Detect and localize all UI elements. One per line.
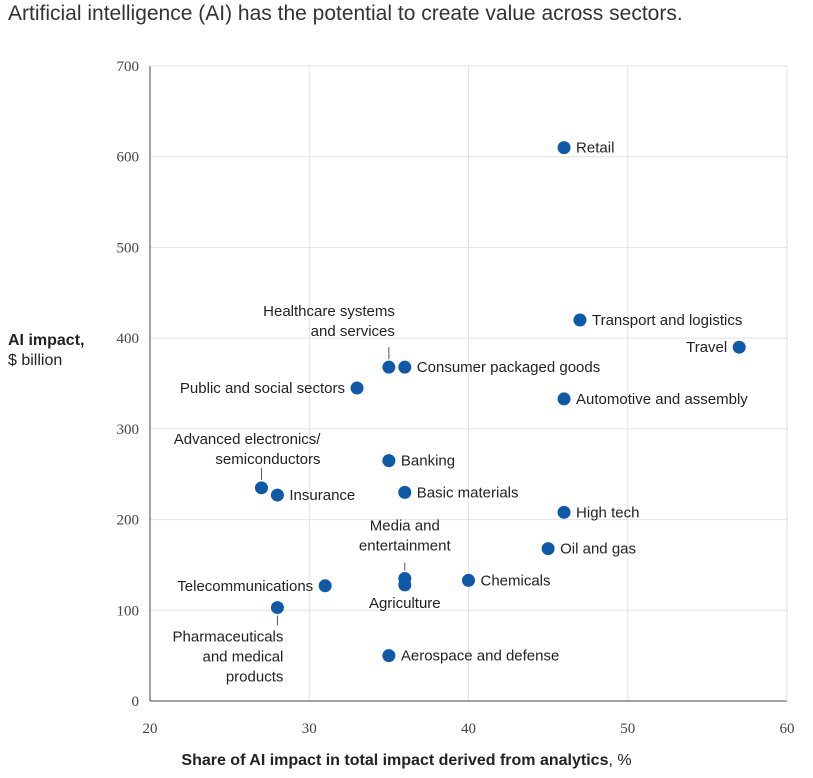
- y-axis-label: AI impact, $ billion: [8, 331, 84, 371]
- y-tick-label: 300: [117, 422, 140, 438]
- data-point: [398, 360, 412, 374]
- data-point: [557, 141, 571, 155]
- x-tick-label: 50: [620, 721, 635, 737]
- y-tick-label: 0: [132, 694, 140, 710]
- point-label: Public and social sectors: [180, 380, 345, 397]
- point-label: Basic materials: [417, 484, 519, 501]
- point-label: Advanced electronics/semiconductors: [174, 431, 322, 468]
- data-point: [254, 481, 268, 495]
- y-tick-label: 100: [117, 603, 140, 619]
- y-tick-label: 700: [117, 59, 140, 75]
- point-label: Automotive and assembly: [576, 391, 748, 408]
- data-point: [382, 454, 396, 468]
- point-label: Media and entertainment: [359, 518, 452, 555]
- data-point: [382, 649, 396, 663]
- data-point: [318, 579, 332, 593]
- y-tick-label: 200: [117, 513, 140, 529]
- point-label: Healthcare systems and services: [263, 303, 395, 340]
- data-point: [270, 601, 284, 615]
- data-point: [350, 381, 364, 395]
- gridlines: [150, 66, 787, 701]
- x-axis-label-title: Share of AI impact in total impact deriv…: [181, 752, 609, 769]
- y-tick-label: 400: [117, 331, 140, 347]
- x-tick-label: 40: [461, 721, 476, 737]
- point-label: Transport and logistics: [592, 312, 742, 329]
- point-label: Pharmaceuticals and medical products: [173, 629, 284, 686]
- data-point: [462, 573, 475, 587]
- point-label: Retail: [576, 140, 614, 157]
- data-point: [557, 392, 571, 406]
- y-axis-label-title: AI impact,: [8, 332, 85, 349]
- point-label: Insurance: [289, 487, 355, 504]
- data-point: [541, 542, 555, 556]
- point-label: Oil and gas: [560, 541, 636, 558]
- x-axis-label: Share of AI impact in total impact deriv…: [0, 752, 813, 770]
- data-point: [732, 340, 746, 354]
- point-label: Chemicals: [481, 572, 551, 589]
- point-label: Consumer packaged goods: [417, 359, 600, 376]
- data-point: [398, 578, 412, 592]
- point-label: Agriculture: [369, 595, 441, 612]
- tick-labels: 0 100 200 300 400 500 600 700 20 30 40 50 60: [117, 59, 795, 737]
- point-labels: Retail Transport and logistics Travel Healt…: [173, 140, 749, 686]
- x-tick-label: 60: [780, 721, 795, 737]
- point-label: Travel: [686, 339, 727, 356]
- axes: [149, 65, 788, 702]
- y-axis-label-unit: $ billion: [8, 352, 63, 369]
- point-label: Aerospace and defense: [401, 648, 559, 665]
- x-tick-label: 30: [302, 721, 317, 737]
- point-label: High tech: [576, 504, 639, 521]
- data-point: [398, 485, 412, 499]
- y-tick-label: 500: [117, 240, 140, 256]
- y-tick-label: 600: [117, 150, 140, 166]
- data-point: [573, 313, 587, 327]
- x-tick-label: 20: [143, 721, 158, 737]
- leader-lines: [260, 347, 406, 626]
- point-label: Telecommunications: [177, 578, 313, 595]
- chart-title: Artificial intelligence (AI) has the pot…: [8, 2, 683, 25]
- point-label: Banking: [401, 453, 455, 470]
- data-point: [557, 505, 571, 519]
- data-points: [254, 141, 746, 663]
- data-point: [382, 360, 396, 374]
- x-axis-label-unit: , %: [608, 752, 632, 769]
- data-point: [270, 488, 284, 502]
